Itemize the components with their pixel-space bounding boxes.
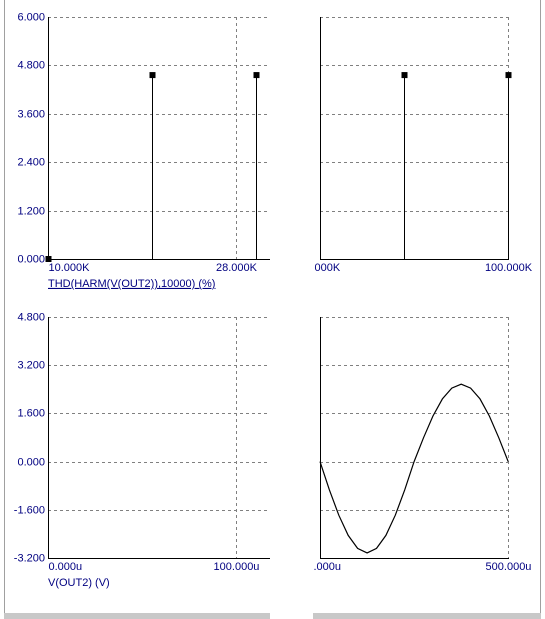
- x-tick-label: 10.000K: [49, 262, 91, 274]
- stem-marker: [149, 72, 156, 79]
- x-tick-label: 0.000u: [49, 561, 83, 573]
- y-tick-label: 0.000: [17, 456, 45, 468]
- y-tick-label: 1.600: [17, 407, 45, 419]
- stem-marker: [45, 256, 52, 262]
- y-tick-label: -3.200: [14, 552, 45, 564]
- x-tick-label: 100.000u: [214, 561, 260, 573]
- y-tick-label: 3.600: [17, 108, 45, 120]
- x-axis-label: V(OUT2) (V): [48, 577, 110, 589]
- y-tick-label: -1.600: [14, 504, 45, 516]
- x-tick-label: 100.000K: [485, 262, 533, 274]
- stem-marker: [401, 72, 408, 79]
- y-tick-label: 1.200: [17, 205, 45, 217]
- waveform: [319, 383, 509, 554]
- x-tick-label: 500.000u: [486, 561, 532, 573]
- x-axis-label: THD(HARM(V(OUT2)),10000) (%): [48, 278, 215, 290]
- stem-marker: [253, 72, 260, 79]
- x-tick-label: 000K: [315, 262, 341, 274]
- y-tick-label: 6.000: [17, 11, 45, 23]
- y-tick-label: 0.000: [17, 253, 45, 265]
- y-tick-label: 3.200: [17, 359, 45, 371]
- stem-marker: [505, 72, 512, 79]
- x-tick-label: .000u: [314, 561, 342, 573]
- y-tick-label: 2.400: [17, 156, 45, 168]
- x-tick-label: 28.000K: [216, 262, 258, 274]
- scrollbar: [4, 613, 270, 619]
- scrollbar: [313, 613, 541, 619]
- y-tick-label: 4.800: [17, 59, 45, 71]
- y-tick-label: 4.800: [17, 311, 45, 323]
